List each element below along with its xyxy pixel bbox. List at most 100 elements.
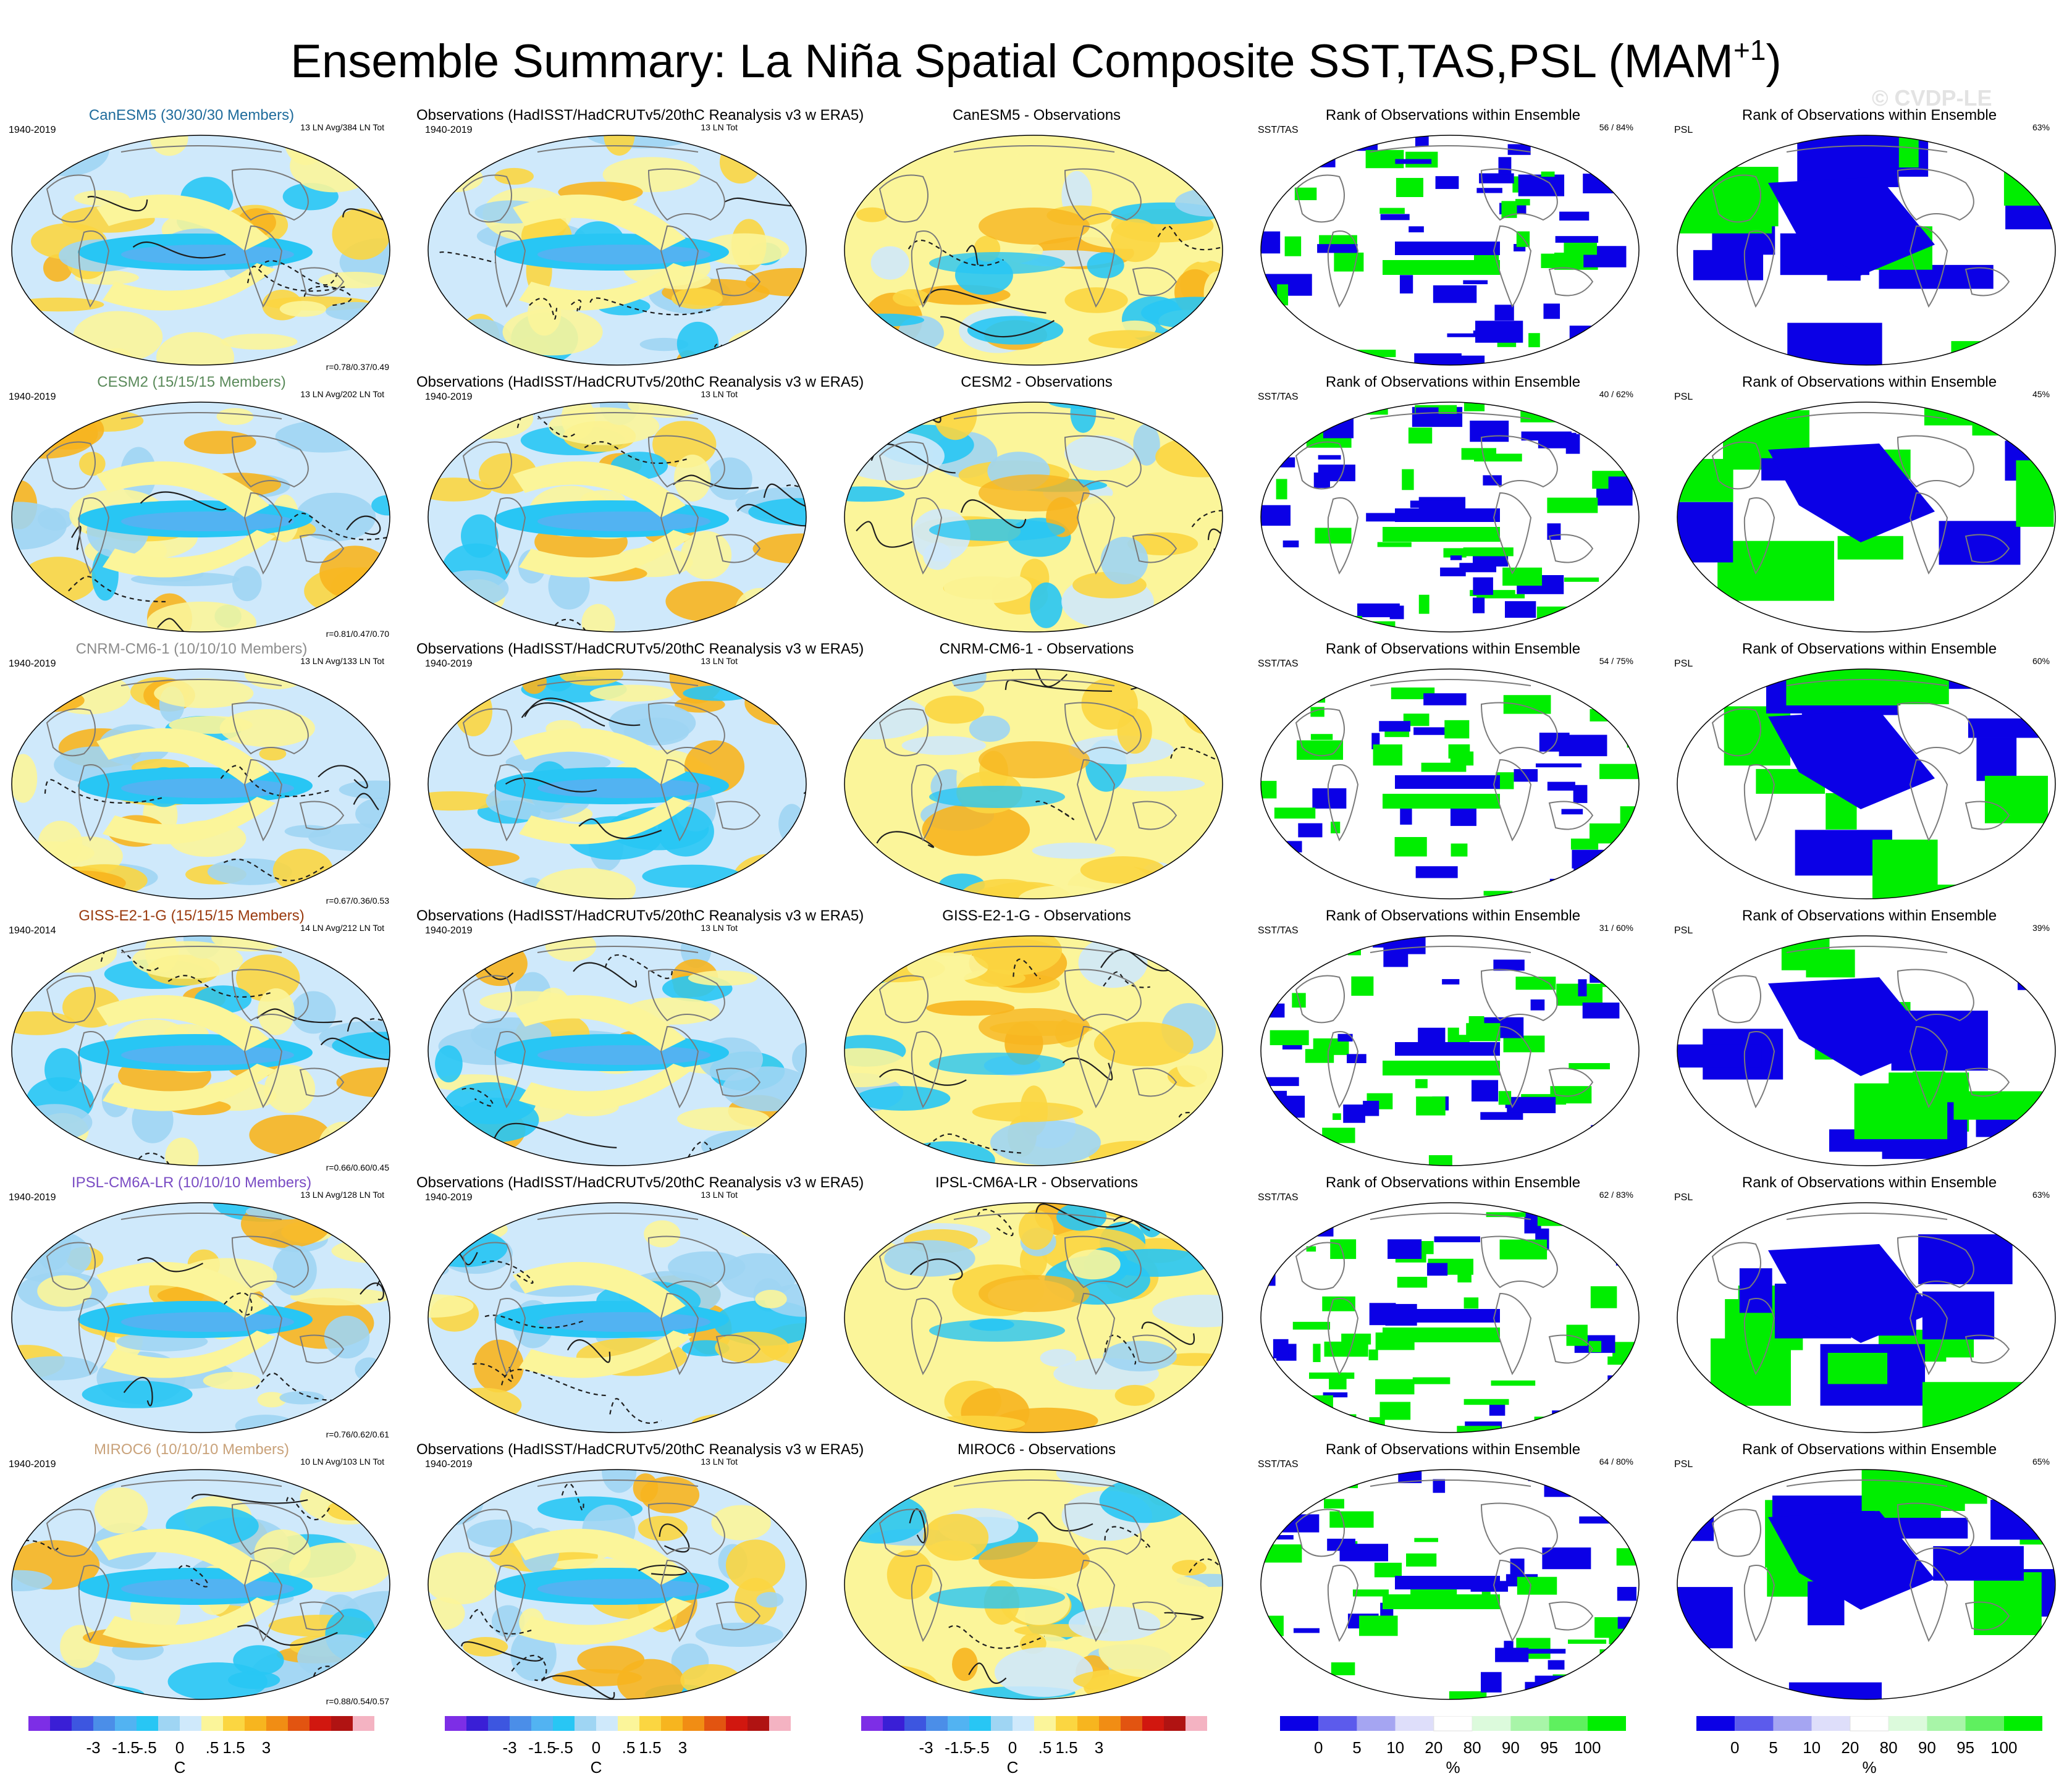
- rank-high-cell: [1600, 973, 1639, 987]
- anomaly-patch: [674, 454, 711, 502]
- coastline: [1076, 225, 1116, 308]
- coastline: [1480, 702, 1558, 755]
- anomaly-patch: [844, 691, 895, 710]
- psl-contour: [659, 1523, 690, 1553]
- coastline: [1076, 759, 1116, 842]
- rank-low-cell: [1547, 781, 1575, 791]
- rank-percent-label: 56 / 84%: [1599, 122, 1633, 132]
- rank-high-cell: [1590, 1286, 1617, 1308]
- rank-low-cell: [1413, 727, 1454, 735]
- anomaly-patch: [38, 508, 73, 531]
- psl-contour: [320, 1037, 390, 1061]
- colorbar-tick-label: 0: [1313, 1738, 1323, 1757]
- colorbar-tick-label: -.5: [971, 1738, 990, 1757]
- colorbar-tick-label: 3: [678, 1738, 688, 1757]
- pattern-correlation-label: r=0.66/0.60/0.45: [326, 1163, 389, 1172]
- rank-high-cell: [1837, 536, 1903, 560]
- rank-low-cell: [1327, 1538, 1355, 1551]
- rank-field-label: PSL: [1674, 392, 1693, 402]
- colorbar-swatch: [704, 1716, 726, 1731]
- coastline: [911, 1298, 943, 1376]
- rank-high-cell: [1972, 402, 2055, 436]
- colorbar-swatch: [748, 1716, 769, 1731]
- period-label: 1940-2019: [9, 392, 56, 402]
- coastline: [1965, 1334, 2010, 1364]
- psl-contour: [1104, 1334, 1137, 1365]
- coastline: [1743, 497, 1775, 575]
- warm-horseshoe-south: [519, 1597, 692, 1645]
- rank-high-cell: [1499, 1239, 1548, 1260]
- rank-low-region: [1395, 775, 1500, 789]
- warm-horseshoe-south: [103, 1597, 276, 1645]
- observations-panel: Observations (HadISST/HadCRUTv5/20thC Re…: [416, 373, 864, 640]
- rank-high-cell: [1324, 1499, 1344, 1508]
- colorbar-unit: C: [590, 1758, 602, 1777]
- rank-low-cell: [1559, 734, 1607, 757]
- coastline: [1064, 702, 1142, 755]
- coastline: [78, 1031, 110, 1109]
- colorbar-tick-label: -1.5: [112, 1738, 140, 1757]
- rank-low-cell: [1565, 434, 1580, 454]
- coastline: [299, 1601, 345, 1631]
- rank-low-cell: [1447, 333, 1494, 337]
- anomaly-patch: [183, 431, 256, 455]
- colorbar-swatch: [948, 1716, 969, 1731]
- colorbar-swatch: [1549, 1716, 1588, 1731]
- anomaly-patch: [1088, 330, 1171, 349]
- coastline: [46, 708, 96, 757]
- map-border: [427, 402, 807, 633]
- psl-contour: [638, 1564, 688, 1576]
- map-border: [1677, 668, 2056, 899]
- rank-map: [1677, 935, 2056, 1166]
- anomaly-patch: [844, 859, 903, 885]
- rank-field-label: PSL: [1674, 1459, 1693, 1470]
- warm-horseshoe-south: [103, 797, 276, 844]
- colorbar-swatch: [288, 1716, 310, 1731]
- coastline: [1327, 1031, 1359, 1109]
- panel-title: Observations (HadISST/HadCRUTv5/20thC Re…: [416, 107, 864, 124]
- cold-tongue-core: [121, 778, 294, 798]
- anomaly-patch: [1099, 1478, 1192, 1523]
- coastline: [953, 145, 1115, 153]
- coastline: [462, 174, 512, 223]
- colorbar-tick-label: -3: [86, 1738, 101, 1757]
- rank-low-cell: [2005, 202, 2055, 230]
- coastline: [953, 412, 1115, 419]
- coastline: [1743, 1565, 1775, 1643]
- colorbar-swatch: [683, 1716, 704, 1731]
- warm-horseshoe-north: [513, 1528, 686, 1585]
- coastline: [1711, 1242, 1761, 1290]
- coastline: [299, 801, 345, 830]
- panel-title: IPSL-CM6A-LR - Observations: [935, 1174, 1139, 1191]
- rank-high-cell: [1476, 594, 1525, 599]
- coastline: [878, 1242, 929, 1290]
- rank-colorbar: 0 5 10 20 80 90 95 100%: [1280, 1715, 1626, 1784]
- psl-contour: [1100, 949, 1175, 972]
- rank-high-cell: [1329, 1414, 1357, 1433]
- psl-contour: [273, 360, 313, 365]
- coastline: [715, 267, 761, 297]
- rank-low-cell: [1261, 457, 1295, 468]
- anomaly-patch: [701, 1129, 806, 1164]
- psl-contour: [968, 1662, 1007, 1684]
- coastline: [120, 679, 282, 686]
- rank-high-cell: [1261, 954, 1297, 963]
- coastline: [1965, 801, 2010, 830]
- rank-high-cell: [1284, 1224, 1312, 1232]
- anomaly-patch: [923, 1513, 989, 1561]
- coastline: [911, 1565, 943, 1643]
- rank-low-cell: [1261, 1095, 1305, 1118]
- anomaly-patch: [454, 686, 493, 736]
- psl-contour: [336, 405, 390, 435]
- colorbar-unit: %: [1446, 1758, 1460, 1777]
- rank-low-cell: [1414, 353, 1462, 365]
- rank-high-cell: [1486, 1212, 1526, 1218]
- rank-low-cell: [1620, 1230, 1639, 1245]
- coastline: [1064, 1235, 1142, 1289]
- warm-horseshoe-south: [103, 263, 276, 311]
- rank-map: [1260, 668, 1640, 899]
- coastline: [1480, 969, 1558, 1022]
- colorbar-swatch: [639, 1716, 661, 1731]
- anomaly-map: [427, 668, 807, 899]
- rank-low-cell: [1990, 1499, 2042, 1540]
